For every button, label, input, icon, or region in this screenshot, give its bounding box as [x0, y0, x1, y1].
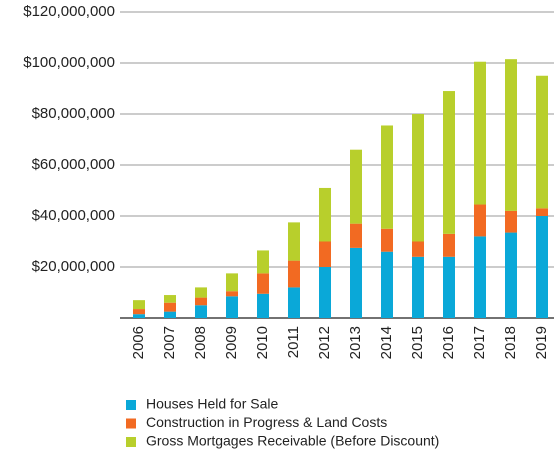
legend-label: Houses Held for Sale — [146, 396, 279, 412]
bar-segment — [226, 291, 238, 297]
bar-segment — [319, 187, 331, 242]
x-tick-label: 2009 — [223, 326, 240, 359]
bar-segment — [443, 91, 455, 234]
x-tick-label: 2019 — [533, 326, 550, 359]
bar-segment — [536, 75, 548, 209]
bar-segment — [350, 149, 362, 224]
y-tick-label: $20,000,000 — [32, 258, 115, 275]
x-tick-label: 2010 — [254, 326, 271, 359]
bar-segment — [288, 260, 300, 288]
bar-segment — [443, 256, 455, 318]
x-tick-label: 2013 — [347, 326, 364, 359]
bar-segment — [412, 241, 424, 257]
bar-segment — [474, 204, 486, 237]
x-tick-label: 2011 — [285, 326, 302, 358]
legend-swatch — [126, 418, 136, 429]
bar-segment — [195, 297, 207, 306]
legend-label: Construction in Progress & Land Costs — [146, 414, 387, 430]
bar-segment — [164, 302, 176, 312]
legend-swatch — [126, 437, 136, 447]
bar-segment — [226, 273, 238, 292]
legend-label: Gross Mortgages Receivable (Before Disco… — [146, 433, 439, 449]
x-tick-label: 2018 — [502, 326, 519, 359]
bar-segment — [164, 295, 176, 303]
bar-segment — [381, 228, 393, 252]
bar-segment — [505, 210, 517, 233]
y-tick-label: $120,000,000 — [23, 3, 115, 20]
x-tick-label: 2007 — [161, 326, 178, 359]
bar-segment — [505, 59, 517, 211]
y-tick-label: $60,000,000 — [32, 156, 115, 173]
bar-segment — [412, 256, 424, 318]
bar-segment — [381, 251, 393, 318]
y-tick-label: $100,000,000 — [23, 54, 115, 71]
bar-segment — [133, 300, 145, 310]
bar-segment — [133, 314, 145, 318]
bar-segment — [257, 273, 269, 294]
bar-segment — [133, 309, 145, 315]
bar-segment — [381, 125, 393, 229]
bar-segment — [195, 287, 207, 298]
bar-segment — [319, 267, 331, 318]
bar-segment — [164, 311, 176, 318]
y-tick-label: $40,000,000 — [32, 207, 115, 224]
x-tick-label: 2012 — [316, 326, 333, 359]
x-tick-label: 2006 — [130, 326, 147, 359]
bar-segment — [195, 305, 207, 318]
bar-segment — [350, 247, 362, 318]
bar-segment — [536, 216, 548, 318]
bar-segment — [474, 236, 486, 318]
bar-segment — [505, 232, 517, 318]
y-tick-label: $80,000,000 — [32, 105, 115, 122]
x-tick-label: 2008 — [192, 326, 209, 359]
bar-segment — [319, 241, 331, 267]
bar-segment — [412, 114, 424, 242]
x-tick-label: 2014 — [378, 326, 395, 359]
bar-segment — [257, 293, 269, 318]
bar-segment — [443, 233, 455, 257]
x-tick-label: 2017 — [471, 326, 488, 359]
bar-segment — [288, 222, 300, 261]
bar-segment — [474, 61, 486, 205]
bar-segment — [536, 208, 548, 216]
bar-segment — [257, 250, 269, 274]
x-tick-label: 2016 — [440, 326, 457, 359]
x-tick-label: 2015 — [409, 326, 426, 359]
legend-swatch — [126, 400, 136, 410]
bar-segment — [226, 296, 238, 318]
bar-segment — [288, 287, 300, 318]
bar-segment — [350, 223, 362, 248]
